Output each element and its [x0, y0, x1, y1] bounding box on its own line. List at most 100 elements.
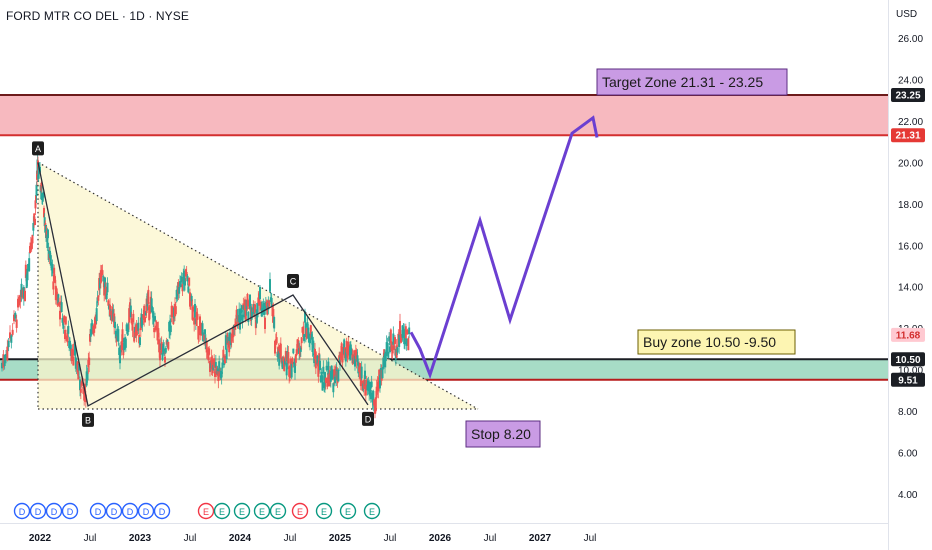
candle-body [114, 321, 116, 328]
candle-body [72, 356, 75, 366]
candle-body [129, 305, 132, 318]
candle-body [104, 277, 106, 289]
candle-body [64, 316, 67, 325]
candle-body [34, 200, 37, 209]
candle-body [404, 326, 407, 339]
candle-body [369, 381, 371, 395]
candle-body [310, 334, 313, 340]
candle-body [110, 310, 113, 321]
price-label-11-68: 11.68 [891, 327, 925, 342]
y-tick-label: 24.00 [898, 75, 923, 86]
candle-body [26, 268, 29, 281]
candle-body [24, 264, 27, 278]
candle-body [406, 329, 409, 335]
candle-body [35, 184, 38, 196]
candle-body [127, 323, 130, 332]
event-marker-circle [105, 502, 123, 520]
candle-body [387, 351, 390, 358]
candle-body [79, 379, 81, 391]
candle-body [247, 311, 250, 323]
candle-body [303, 334, 306, 342]
event-marker-label: D [111, 507, 118, 517]
event-marker-d: D [45, 502, 63, 520]
annotation-box [596, 68, 788, 96]
candle-body [396, 347, 399, 353]
candle-body [337, 369, 340, 382]
candle-body [269, 279, 271, 292]
event-marker-e: E [233, 502, 251, 520]
candle-body [114, 330, 117, 339]
candle-body [30, 238, 33, 250]
candle-body [297, 339, 300, 352]
candle-body [89, 333, 91, 342]
candle-body [375, 386, 378, 398]
candle-body [314, 360, 317, 369]
candle-body [15, 319, 18, 328]
event-marker-e: E [339, 502, 357, 520]
candle-body [278, 351, 281, 366]
y-tick-label: 20.00 [898, 158, 923, 169]
pattern-point-badge [82, 412, 94, 427]
candle-body [393, 345, 396, 350]
candle-body [199, 328, 202, 336]
candle-body [398, 334, 401, 348]
candle-body [9, 332, 11, 339]
candle-body [164, 356, 166, 363]
candle-body [314, 348, 316, 359]
annotation-box [637, 329, 796, 355]
candle-body [74, 357, 77, 369]
candle-body [131, 323, 134, 331]
candle-body [292, 348, 295, 354]
candle-body [59, 310, 61, 320]
candle-body [174, 306, 177, 315]
candle-body [53, 267, 56, 281]
event-marker-label: E [321, 507, 327, 517]
candle-body [69, 340, 71, 347]
candle-body [405, 338, 408, 346]
candle-body [214, 362, 217, 369]
candle-body [58, 302, 61, 307]
candle-body [224, 335, 227, 350]
y-tick-label: 6.00 [898, 449, 918, 460]
candle-body [254, 304, 256, 313]
candle-body [99, 270, 102, 284]
candle-body [324, 377, 327, 383]
candle-body [17, 298, 19, 308]
candle-body [137, 322, 140, 331]
candle-body [47, 229, 49, 239]
candle-body [318, 353, 321, 368]
candle-body [93, 326, 96, 333]
event-marker-d: D [105, 502, 123, 520]
annotation-buy: Buy zone 10.50 -9.50 [637, 329, 796, 355]
candle-body [320, 371, 323, 378]
candle-body [141, 320, 144, 325]
candle-body [251, 310, 254, 316]
candle-body [287, 351, 290, 364]
event-marker-circle [363, 502, 381, 520]
symbol-title[interactable]: FORD MTR CO DEL · 1D · NYSE [6, 9, 189, 23]
candle-body [107, 300, 110, 306]
candle-body [356, 355, 359, 363]
event-marker-label: D [51, 507, 58, 517]
pattern-point-label: D [365, 414, 372, 424]
candle-body [63, 315, 66, 323]
target-zone-band [0, 95, 888, 136]
currency-label[interactable]: USD [896, 9, 918, 20]
candle-body [332, 383, 335, 393]
candle-body [22, 286, 25, 299]
candle-body [199, 316, 201, 329]
event-marker-label: D [127, 507, 134, 517]
price-label-9-51: 9.51 [891, 372, 925, 387]
candle-body [302, 326, 305, 335]
event-marker-d: D [89, 502, 107, 520]
candle-body [373, 399, 376, 406]
candle-body [299, 347, 302, 352]
candle-body [354, 356, 356, 367]
pattern-point-label: A [35, 144, 41, 154]
candle-body [384, 352, 387, 362]
candle-body [317, 362, 320, 377]
y-tick-label: 18.00 [898, 200, 923, 211]
candle-body [381, 367, 384, 379]
